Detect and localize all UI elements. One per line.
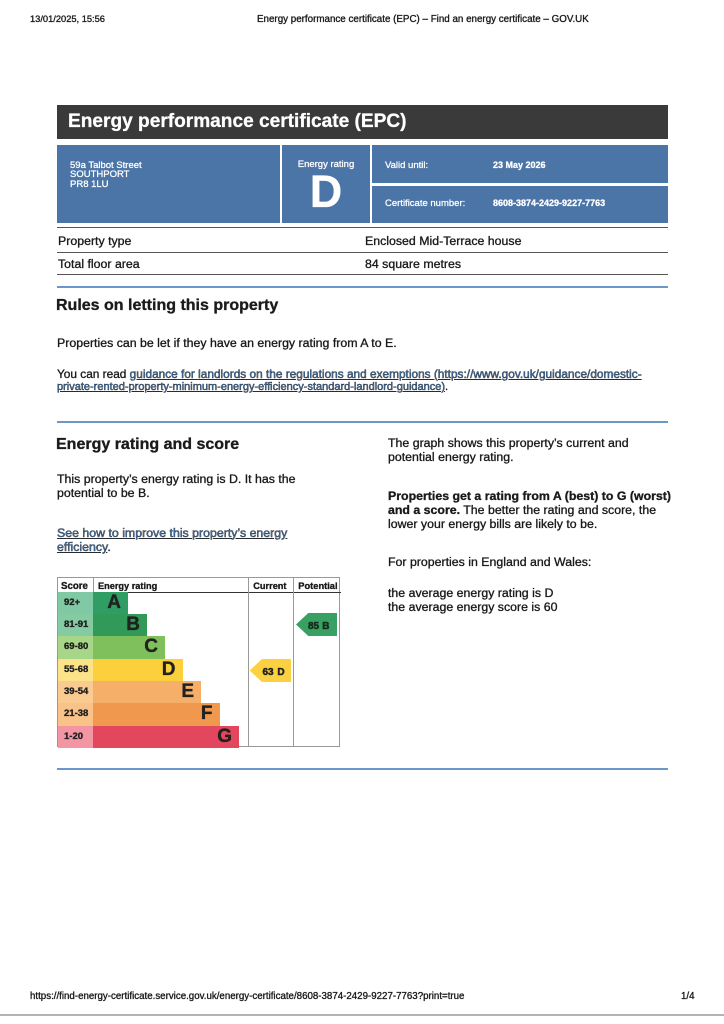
- svg-text:D: D: [277, 667, 284, 678]
- svg-text:85: 85: [308, 621, 320, 632]
- svg-text:63: 63: [263, 667, 275, 678]
- svg-text:B: B: [322, 621, 329, 632]
